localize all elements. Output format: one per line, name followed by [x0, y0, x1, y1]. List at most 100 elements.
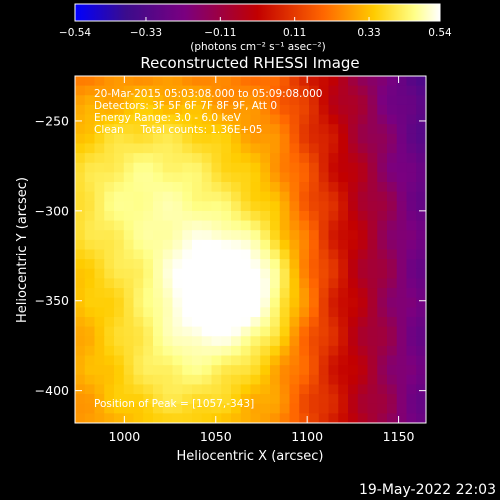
heatmap-cell	[94, 182, 105, 193]
heatmap-cell	[75, 374, 86, 386]
heatmap-cell	[357, 114, 369, 125]
heatmap-cell	[318, 114, 330, 125]
heatmap-cell	[153, 288, 164, 299]
heatmap-cell	[357, 384, 369, 395]
heatmap-cell	[309, 336, 320, 347]
heatmap-cell	[221, 124, 232, 135]
heatmap-cell	[406, 85, 417, 96]
y-tick-label: −400	[35, 383, 69, 398]
heatmap-cell	[367, 162, 378, 173]
heatmap-cell	[192, 172, 203, 183]
heatmap-cell	[289, 365, 300, 376]
heatmap-cell	[240, 182, 252, 193]
heatmap-cell	[318, 182, 330, 193]
heatmap-cell	[114, 104, 125, 116]
heatmap-cell	[309, 182, 320, 193]
heatmap-cell	[75, 76, 86, 87]
heatmap-cell	[318, 413, 330, 423]
heatmap-cell	[260, 384, 271, 395]
heatmap-cell	[328, 259, 339, 270]
heatmap-cell	[172, 76, 183, 87]
heatmap-cell	[348, 345, 359, 357]
heatmap-cell	[84, 374, 96, 386]
heatmap-cell	[357, 345, 369, 357]
heatmap-cell	[387, 143, 398, 154]
heatmap-cell	[84, 249, 96, 260]
heatmap-cell	[357, 182, 369, 193]
heatmap-cell	[133, 210, 144, 222]
heatmap-cell	[231, 336, 242, 347]
heatmap-cell	[328, 182, 339, 193]
heatmap-cell	[231, 355, 242, 366]
heatmap-cell	[84, 162, 96, 173]
annotations: 20-Mar-2015 05:03:08.000 to 05:09:08.000…	[94, 88, 322, 410]
heatmap-cell	[240, 394, 252, 405]
heatmap-cell	[114, 326, 125, 337]
heatmap-cell	[75, 124, 86, 135]
heatmap-cell	[162, 201, 174, 212]
heatmap-cell	[182, 249, 193, 260]
heatmap-cell	[348, 259, 359, 270]
heatmap-cell	[75, 336, 86, 347]
heatmap-cell	[416, 288, 426, 299]
heatmap-cell	[387, 210, 398, 222]
heatmap-cell	[221, 76, 232, 87]
heatmap-cell	[123, 268, 135, 280]
heatmap-cell	[270, 259, 281, 270]
heatmap-cell	[201, 403, 213, 414]
heatmap-cell	[387, 355, 398, 366]
heatmap-cell	[270, 124, 281, 135]
heatmap-cell	[279, 374, 291, 386]
heatmap-cell	[416, 365, 426, 376]
heatmap-cell	[84, 104, 96, 116]
heatmap-cell	[289, 413, 300, 423]
heatmap-cell	[94, 326, 105, 337]
heatmap-cell	[182, 162, 193, 173]
heatmap-cell	[377, 259, 388, 270]
heatmap-cell	[123, 76, 135, 87]
heatmap-cell	[328, 95, 339, 106]
heatmap-cell	[75, 95, 86, 106]
heatmap-cell	[348, 384, 359, 395]
heatmap-cell	[270, 316, 281, 328]
heatmap-cell	[162, 365, 174, 376]
heatmap-cell	[123, 259, 135, 270]
heatmap-cell	[328, 191, 339, 202]
heatmap-cell	[182, 124, 193, 135]
heatmap-cell	[250, 85, 261, 96]
heatmap-cell	[123, 153, 135, 164]
heatmap-cell	[153, 297, 164, 308]
heatmap-cell	[299, 201, 310, 212]
heatmap-cell	[75, 172, 86, 183]
heatmap-cell	[133, 133, 144, 145]
heatmap-cell	[153, 413, 164, 423]
colorbar-tick-label: −0.54	[59, 27, 91, 39]
heatmap-cell	[94, 114, 105, 125]
heatmap-cell	[328, 220, 339, 231]
heatmap-cell	[357, 297, 369, 308]
heatmap-cell	[94, 297, 105, 308]
heatmap-cell	[299, 384, 310, 395]
heatmap-cell	[114, 403, 125, 414]
heatmap-cell	[357, 316, 369, 328]
heatmap-cell	[172, 355, 183, 366]
heatmap-cell	[182, 413, 193, 423]
heatmap-cell	[182, 394, 193, 405]
heatmap-cell	[114, 345, 125, 357]
heatmap-cell	[211, 162, 222, 173]
heatmap-cell	[84, 191, 96, 202]
heatmap-cell	[289, 220, 300, 231]
heatmap-cell	[221, 104, 232, 116]
heatmap-cell	[279, 76, 291, 87]
heatmap-cell	[289, 278, 300, 289]
heatmap-cell	[377, 143, 388, 154]
heatmap-cell	[143, 76, 154, 87]
heatmap-cell	[367, 230, 378, 241]
heatmap-cell	[318, 124, 330, 135]
heatmap-cell	[84, 307, 96, 318]
heatmap-cell	[211, 288, 222, 299]
heatmap-cell	[231, 143, 242, 154]
heatmap-cell	[84, 76, 96, 87]
heatmap-cell	[123, 278, 135, 289]
